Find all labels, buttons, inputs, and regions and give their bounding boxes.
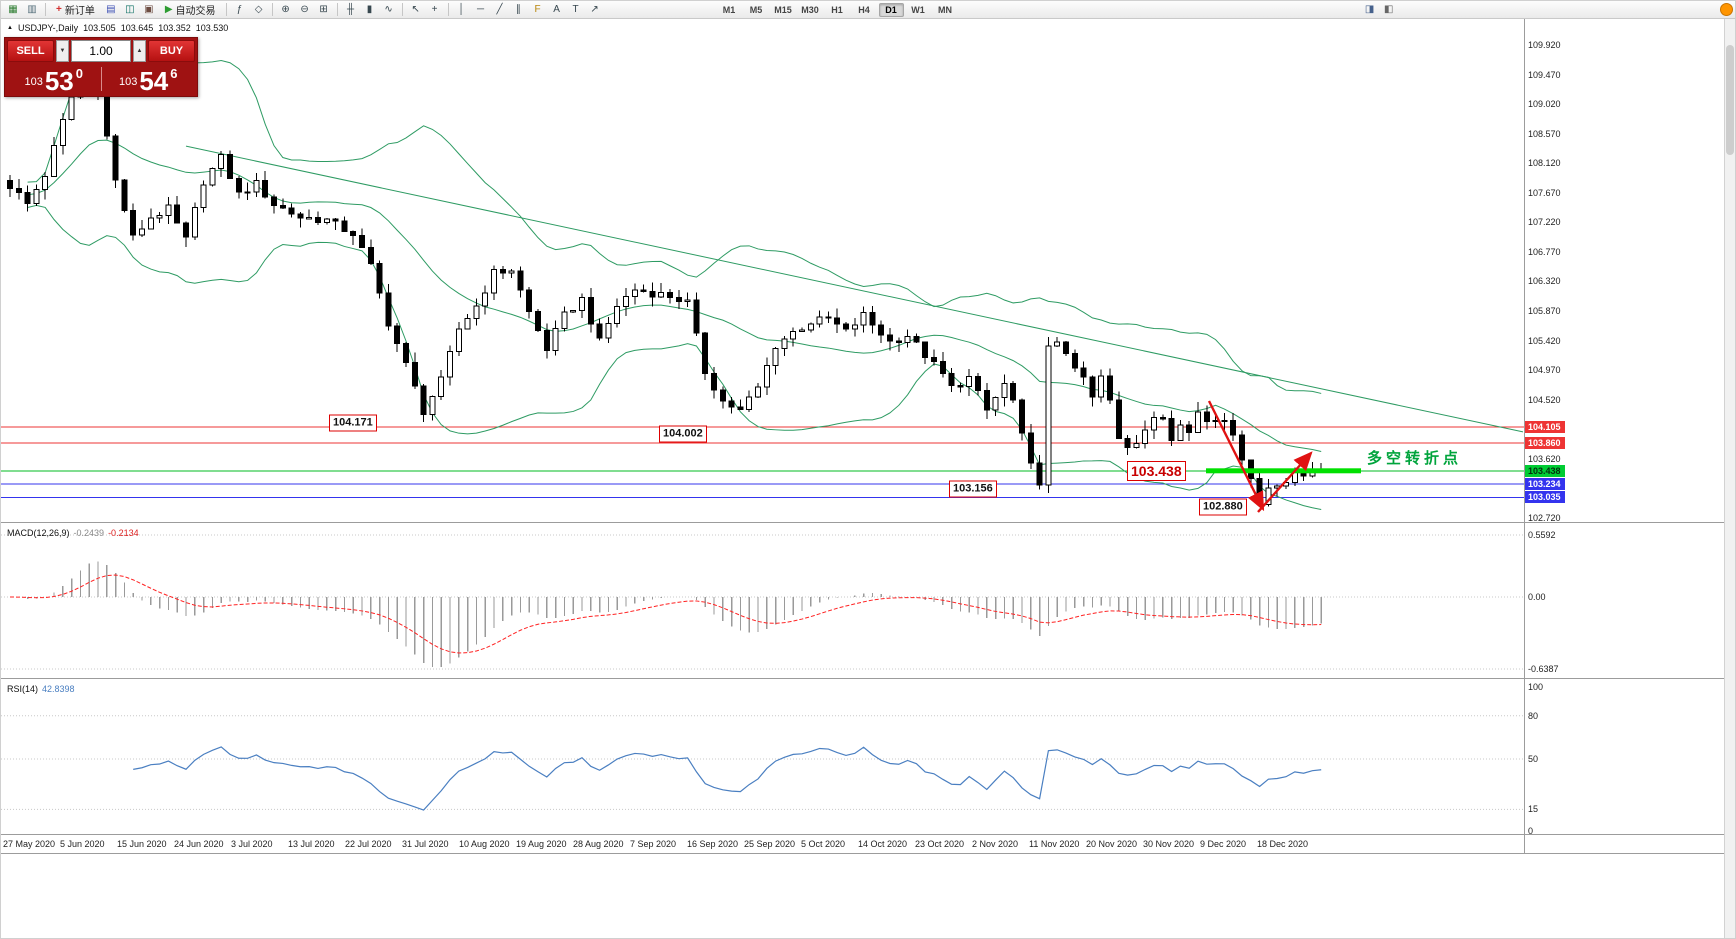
symbol-title: USDJPY-,Daily <box>17 23 79 33</box>
timeframe-d1-button[interactable]: D1 <box>878 2 904 17</box>
channel-icon[interactable]: ∥ <box>516 3 522 15</box>
grid-icon[interactable]: ⊞ <box>319 3 328 15</box>
vertical-line-icon[interactable]: │ <box>458 3 465 15</box>
ask-pip-digit: 6 <box>170 66 178 81</box>
new-order-button-label: 新订单 <box>64 6 95 17</box>
timeframe-m5-button[interactable]: M5 <box>749 4 763 15</box>
arrow-object-icon[interactable]: ↗ <box>590 3 599 15</box>
data-window-icon[interactable]: ◫ <box>125 3 135 15</box>
label-icon[interactable]: T <box>572 3 579 15</box>
toolbar-separator <box>336 3 338 16</box>
timeframe-mn-button[interactable]: MN <box>938 4 953 15</box>
support-highlight-segment <box>1206 468 1361 474</box>
zoom-in-icon[interactable]: ⊕ <box>281 3 290 15</box>
macd-signal-value: -0.2134 <box>108 528 139 538</box>
timeframe-w1-button[interactable]: W1 <box>911 4 925 15</box>
sell-button[interactable]: SELL <box>7 40 54 62</box>
market-watch-icon[interactable]: ▤ <box>106 3 116 15</box>
timeframe-m30-button[interactable]: M30 <box>801 4 819 15</box>
descending-trendline <box>185 145 1524 433</box>
macd-indicator-label: MACD(12,26,9) -0.2439 -0.2134 <box>7 528 143 538</box>
buy-button[interactable]: BUY <box>148 40 195 62</box>
symbol-marker-icon: ▲ <box>7 25 13 31</box>
volume-decrease-button[interactable]: ▼ <box>56 40 69 62</box>
chart-profiles-icon[interactable]: ▥ <box>27 3 37 15</box>
new-chart-icon[interactable]: ▦ <box>8 3 18 15</box>
bid-big-digits: 53 <box>44 65 74 96</box>
text-icon[interactable]: A <box>553 3 560 15</box>
bid-price: 103 53 0 <box>7 62 101 94</box>
objects-list-icon[interactable]: ◇ <box>254 3 263 15</box>
volume-input[interactable] <box>71 40 131 62</box>
ohlc-low: 103.352 <box>158 23 191 33</box>
auto-trading-button-label: 自动交易 <box>175 6 216 17</box>
one-click-trading-panel: SELL ▼ ▲ BUY 103 53 0 103 54 6 <box>4 37 198 97</box>
timeframe-m1-button[interactable]: M1 <box>722 4 736 15</box>
chart-shift-icon[interactable]: ◨ <box>1364 3 1375 15</box>
ask-price: 103 54 6 <box>102 62 196 94</box>
zoom-out-icon[interactable]: ⊖ <box>300 3 309 15</box>
ohlc-close: 103.530 <box>195 23 229 33</box>
auto-trading-button[interactable]: ▶ 自动交易 <box>159 2 222 17</box>
bid-prefix: 103 <box>24 76 43 88</box>
trend-arrow <box>1207 400 1265 512</box>
macd-signal-line <box>9 574 1322 654</box>
macd-main-value: -0.2439 <box>73 528 105 538</box>
rsi-value: 42.8398 <box>42 684 75 694</box>
bollinger-bands <box>27 40 1322 511</box>
timeframe-h1-button[interactable]: H1 <box>831 4 843 15</box>
symbol-ohlc-info: ▲ USDJPY-,Daily 103.505 103.645 103.352 103.5… <box>7 23 233 33</box>
toolbar-separator <box>271 3 273 16</box>
level-lines <box>1 426 1524 498</box>
toolbar: ▦ ▥ + 新订单 ▤ ◫ ▣ ▶ 自动交易 ƒ ◇ ⊕ ⊖ ⊞ ╫ ▮ ∿ ↖ + │ ─ ╱ ∥ F A T ↗ M1 M5 M15 M… <box>1 1 1735 19</box>
rsi-line <box>133 746 1322 811</box>
rsi-indicator-label: RSI(14) 42.8398 <box>7 684 79 694</box>
auto-trading-button-icon: ▶ <box>164 4 173 15</box>
new-order-button-icon: + <box>56 4 62 15</box>
ohlc-open: 103.505 <box>83 23 116 33</box>
ask-big-digits: 54 <box>139 65 169 96</box>
crosshair-icon[interactable]: + <box>431 3 438 15</box>
macd-histogram <box>18 561 1322 667</box>
candlestick-chart-icon[interactable]: ▮ <box>366 3 373 15</box>
trend-arrow <box>1257 451 1313 513</box>
terminal-icon[interactable]: ▣ <box>144 3 154 15</box>
fibonacci-icon[interactable]: F <box>534 3 541 15</box>
macd-name: MACD(12,26,9) <box>7 528 70 538</box>
pane-dividers <box>1 19 1735 854</box>
bid-ask-display: 103 53 0 103 54 6 <box>7 62 195 94</box>
line-chart-icon[interactable]: ∿ <box>384 3 393 15</box>
bid-pip-digit: 0 <box>75 66 83 81</box>
bar-chart-icon[interactable]: ╫ <box>347 3 355 15</box>
scrollbar-thumb[interactable] <box>1726 45 1734 155</box>
macd-gridlines <box>1 534 1524 670</box>
timeframe-bar: M1 M5 M15 M30 H1 H4 D1 W1 MN <box>716 2 959 17</box>
toolbar-separator <box>447 3 449 16</box>
timeframe-h4-button[interactable]: H4 <box>858 4 870 15</box>
indicators-icon[interactable]: ƒ <box>236 3 243 15</box>
toolbar-separator <box>225 3 227 16</box>
rsi-name: RSI(14) <box>7 684 39 694</box>
cursor-icon[interactable]: ↖ <box>411 3 420 15</box>
volume-increase-button[interactable]: ▲ <box>133 40 146 62</box>
price-divider <box>100 67 102 91</box>
notification-badge[interactable] <box>1720 3 1733 16</box>
timeframe-m15-button[interactable]: M15 <box>774 4 792 15</box>
ohlc-high: 103.645 <box>120 23 154 33</box>
new-order-button[interactable]: + 新订单 <box>50 2 101 17</box>
trendline-icon[interactable]: ╱ <box>496 3 503 15</box>
toolbar-separator <box>45 3 46 16</box>
ask-prefix: 103 <box>118 76 138 88</box>
vertical-scrollbar[interactable] <box>1724 19 1735 938</box>
auto-scroll-icon[interactable]: ◧ <box>1383 3 1394 15</box>
toolbar-separator <box>401 3 403 16</box>
horizontal-line-icon[interactable]: ─ <box>477 3 485 15</box>
rsi-gridlines <box>1 715 1524 810</box>
